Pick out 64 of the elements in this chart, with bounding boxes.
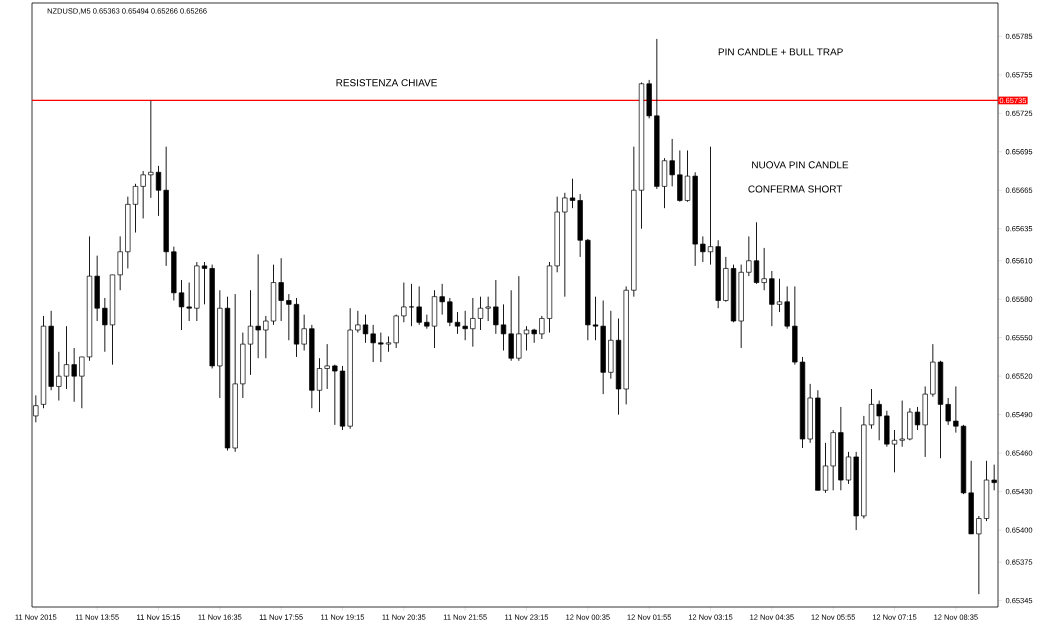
candlestick — [132, 183, 139, 233]
candlestick — [117, 235, 123, 291]
candlestick — [385, 335, 392, 353]
candlestick — [891, 429, 898, 473]
candlestick — [876, 400, 882, 441]
candlestick — [569, 178, 576, 209]
candlestick — [493, 279, 499, 335]
candlestick — [201, 261, 208, 305]
candlestick — [355, 310, 361, 334]
candlestick — [439, 283, 445, 316]
candlestick — [592, 296, 599, 341]
candlestick — [324, 343, 330, 390]
candlestick — [761, 247, 767, 291]
candlestick — [776, 278, 783, 313]
candlestick — [155, 165, 162, 217]
candlestick — [707, 146, 714, 266]
candlestick — [178, 279, 185, 331]
candlestick — [454, 311, 461, 335]
candlestick — [71, 347, 77, 403]
candlestick — [539, 315, 545, 340]
candlestick — [462, 310, 468, 341]
candlestick — [401, 282, 407, 323]
candlestick — [868, 388, 875, 430]
candlestick — [255, 253, 261, 359]
candlestick — [477, 296, 484, 331]
candlestick — [362, 314, 369, 344]
candlestick — [753, 221, 760, 285]
candlestick — [416, 285, 422, 326]
candlestick — [286, 293, 292, 341]
candlestick — [470, 297, 476, 348]
candlestick — [485, 296, 491, 322]
candlestick — [63, 325, 70, 390]
candlestick — [79, 356, 85, 409]
candlestick — [447, 297, 453, 327]
annotation: RESISTENZA CHIAVE — [336, 79, 437, 87]
annotation: PIN CANDLE + BULL TRAP — [718, 48, 843, 56]
candlestick — [945, 397, 951, 426]
candlestick — [278, 257, 284, 322]
candlestick — [562, 192, 568, 298]
candlestick — [378, 332, 384, 363]
candlestick — [700, 235, 706, 263]
candlestick — [102, 297, 108, 353]
candlestick — [408, 283, 415, 327]
candlestick — [953, 385, 959, 434]
candlestick — [316, 357, 323, 413]
candlestick — [56, 351, 62, 401]
candlestick — [148, 100, 154, 199]
candlestick — [500, 303, 507, 351]
candlestick — [976, 515, 982, 595]
candlestick — [140, 170, 146, 219]
candlestick — [247, 289, 254, 376]
candlestick — [899, 400, 905, 448]
candlestick — [186, 282, 192, 322]
candlestick — [370, 324, 376, 363]
candlestick — [746, 235, 752, 277]
annotation: NUOVA PIN CANDLE — [752, 161, 849, 169]
candlestick — [263, 315, 269, 359]
candlestick — [669, 138, 675, 187]
candlestick — [301, 314, 307, 351]
candlestick — [845, 451, 852, 485]
candlestick — [523, 325, 530, 351]
candlestick — [332, 364, 338, 426]
candlestick — [914, 406, 921, 431]
annotation: CONFERMA SHORT — [748, 185, 843, 193]
